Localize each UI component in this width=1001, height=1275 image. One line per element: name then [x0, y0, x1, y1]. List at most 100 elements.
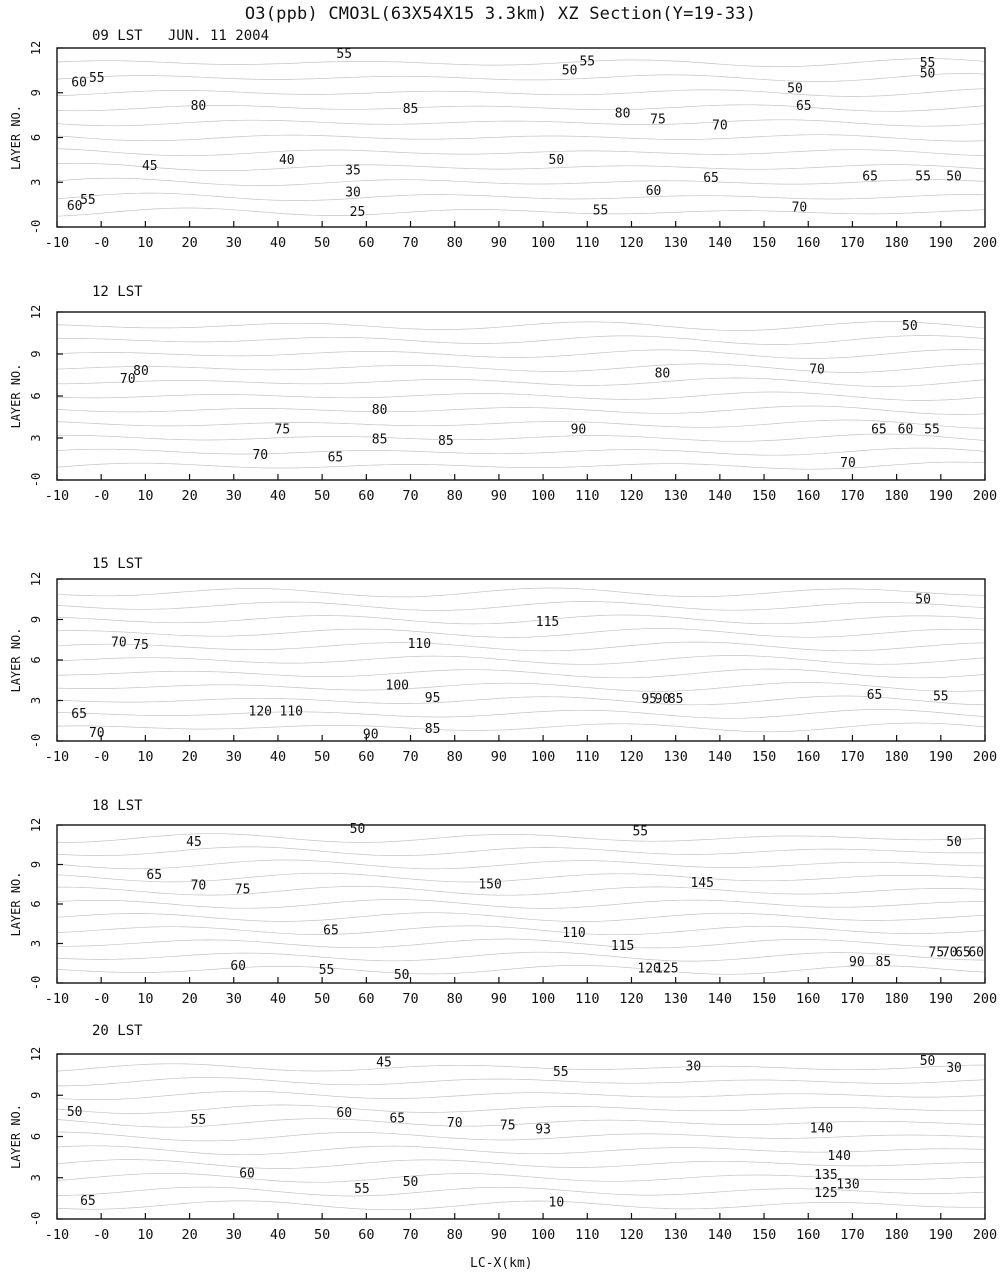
- contour-line: [56, 335, 986, 345]
- x-tick-label: 200: [973, 1227, 997, 1243]
- contour-panel-09lst: 09 LST JUN. 11 2004 LAYER NO. -0 3 6 9 12 -10-…: [0, 0, 1001, 255]
- x-tick-label: 100: [531, 1227, 555, 1243]
- panel-title: 09 LST JUN. 11 2004: [92, 28, 270, 44]
- x-tick-label: 120: [619, 749, 643, 765]
- contour-label: 90: [363, 727, 379, 742]
- contour-label: 75: [133, 638, 149, 653]
- x-tick-label: 10: [137, 1227, 153, 1243]
- contour-line: [56, 601, 986, 611]
- x-tick-label: -0: [93, 235, 109, 251]
- panel-title: 20 LST: [92, 1023, 143, 1039]
- x-tick-label: 40: [270, 749, 286, 765]
- contour-line: [56, 207, 986, 217]
- contour-label: 70: [111, 635, 127, 650]
- x-tick-label: 10: [137, 235, 153, 251]
- contour-line: [56, 58, 986, 68]
- x-tick-label: -0: [93, 749, 109, 765]
- x-tick-label: 50: [314, 749, 330, 765]
- x-tick-label: 170: [840, 235, 864, 251]
- contour-label: 75: [650, 113, 666, 128]
- contour-label: 120: [637, 962, 660, 977]
- x-tick-label: 150: [752, 235, 776, 251]
- x-tick-label: 160: [796, 749, 820, 765]
- contour-panel-18lst: 18 LST LAYER NO. -0 3 6 9 12 -10 -0 10 20 30 40 50 60…: [0, 780, 1001, 1010]
- y-tick-label: 6: [29, 392, 43, 399]
- contour-line: [56, 655, 986, 665]
- contour-label: 30: [345, 186, 361, 201]
- x-tick-label: 140: [708, 235, 732, 251]
- x-tick-label: 190: [929, 749, 953, 765]
- contour-label: 75: [275, 423, 291, 438]
- contour-label: 50: [902, 319, 918, 334]
- contour-label: 75: [929, 946, 945, 961]
- x-tick-label: 160: [796, 991, 820, 1007]
- contour-line: [56, 925, 986, 936]
- contour-label: 55: [924, 423, 940, 438]
- contour-label: 65: [323, 923, 339, 938]
- x-tick-label: 130: [663, 488, 687, 504]
- x-tick-label: 70: [402, 1227, 418, 1243]
- x-tick-label: 170: [840, 991, 864, 1007]
- contour-label: 50: [920, 66, 936, 81]
- y-axis-title: LAYER NO.: [9, 105, 23, 170]
- contour-line: [56, 119, 986, 127]
- contour-label: 90: [571, 423, 587, 438]
- contour-label: 30: [686, 1059, 702, 1074]
- contour-label: 85: [876, 955, 892, 970]
- contour-label: 55: [915, 169, 931, 184]
- contour-label: 85: [438, 434, 454, 449]
- contour-label: 85: [372, 432, 388, 447]
- y-tick-label: -0: [29, 220, 43, 234]
- contour-line: [56, 709, 986, 719]
- x-tick-label: 50: [314, 991, 330, 1007]
- y-tick-label: 12: [29, 305, 43, 319]
- contour-line: [56, 162, 986, 171]
- x-tick-label: 100: [531, 991, 555, 1007]
- contour-panel-15lst: 15 LST LAYER NO. -0 3 6 9 12 -10 -0 10 20 30 40 50 60…: [0, 530, 1001, 780]
- contour-line: [57, 1077, 986, 1087]
- x-tick-label: 60: [358, 991, 374, 1007]
- contour-label: 115: [536, 615, 559, 630]
- x-tick-label: 40: [270, 235, 286, 251]
- contour-line: [56, 192, 986, 201]
- x-axis-title: LC-X(km): [470, 1256, 533, 1271]
- x-tick-label: 170: [840, 1227, 864, 1243]
- x-tick-label: 60: [358, 488, 374, 504]
- contour-line: [56, 695, 986, 706]
- x-tick-label: -10: [45, 991, 69, 1007]
- contour-label: 55: [579, 54, 595, 69]
- x-tick-label: 180: [884, 749, 908, 765]
- contour-label: 70: [792, 201, 808, 216]
- contour-label: 50: [350, 822, 366, 837]
- contour-label: 140: [827, 1149, 850, 1164]
- x-tick-label: 140: [708, 488, 732, 504]
- contour-label: 85: [403, 102, 419, 117]
- x-tick-label: 140: [708, 991, 732, 1007]
- y-tick-label: 6: [29, 134, 43, 141]
- contour-label: 60: [646, 184, 662, 199]
- x-tick-label: 30: [226, 1227, 242, 1243]
- contour-line: [56, 104, 986, 112]
- x-tick-label: 120: [619, 235, 643, 251]
- x-tick-label: 80: [447, 488, 463, 504]
- contour-lines: [56, 321, 986, 470]
- contour-label: 45: [142, 159, 158, 174]
- y-tick-label: 9: [29, 1092, 43, 1099]
- contour-label: 55: [553, 1065, 569, 1080]
- x-tick-label: 150: [752, 1227, 776, 1243]
- contour-label: 90: [655, 692, 671, 707]
- x-tick-label: 30: [226, 991, 242, 1007]
- x-tick-label: 50: [314, 1227, 330, 1243]
- contour-line: [56, 965, 986, 975]
- x-tick-label: 120: [619, 1227, 643, 1243]
- contour-label: 40: [279, 153, 295, 168]
- contour-label: 70: [712, 119, 728, 134]
- contour-label: 55: [319, 963, 335, 978]
- x-tick-label: 110: [575, 991, 599, 1007]
- x-tick-label: 20: [181, 991, 197, 1007]
- contour-label: 140: [810, 1121, 833, 1136]
- y-tick-label: 9: [29, 89, 43, 96]
- x-tick-label: 200: [973, 488, 997, 504]
- y-tick-label: 3: [29, 434, 43, 441]
